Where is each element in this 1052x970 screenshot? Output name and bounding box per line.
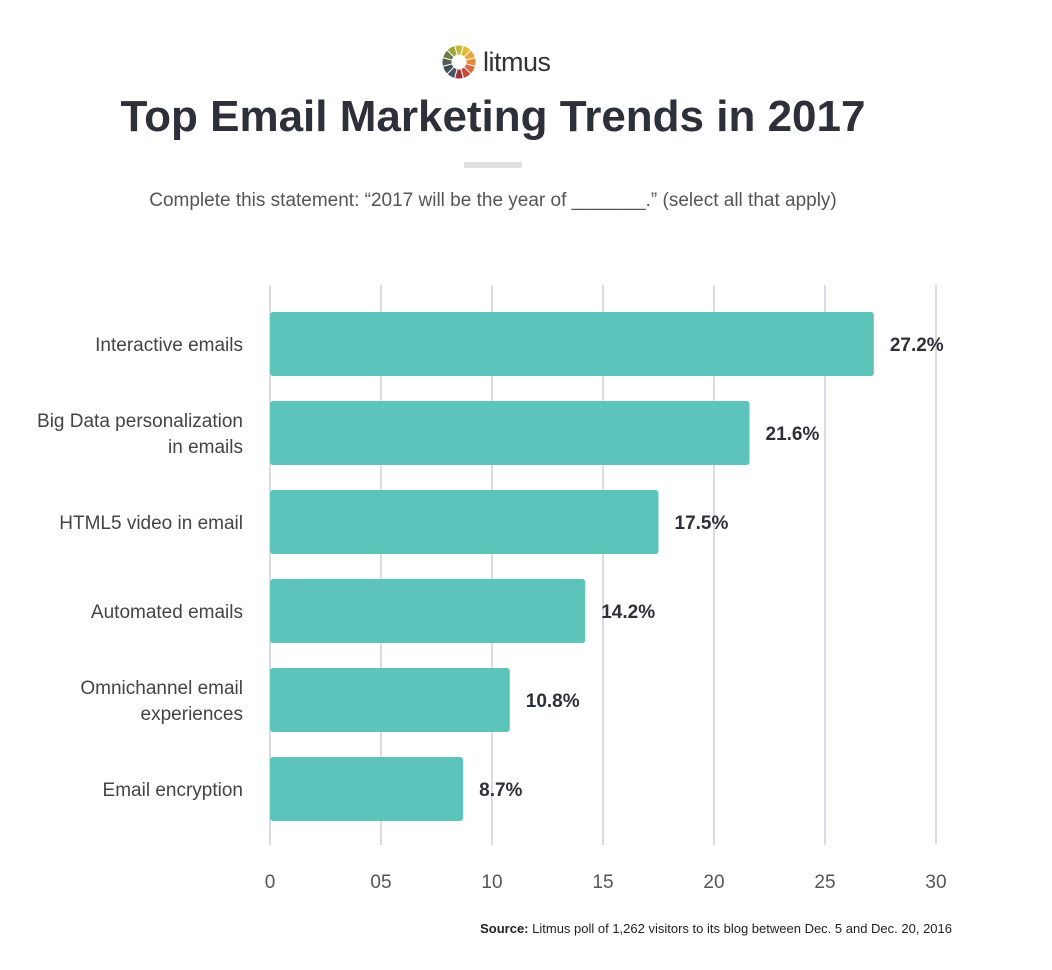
category-label-line: Automated emails <box>91 602 243 623</box>
category-label: HTML5 video in email <box>59 513 243 534</box>
bar <box>270 401 750 465</box>
litmus-logo: litmus <box>441 44 551 80</box>
source-label: Source: <box>480 921 529 936</box>
title-divider <box>464 162 522 168</box>
bar <box>270 490 659 554</box>
data-label: 8.7% <box>479 780 522 801</box>
bar <box>270 757 464 821</box>
category-label-line: HTML5 video in email <box>59 513 243 534</box>
x-tick-label: 0 <box>265 872 276 893</box>
x-tick-label: 05 <box>370 872 391 893</box>
category-label-line: Email encryption <box>103 780 243 801</box>
data-label: 17.5% <box>675 513 729 534</box>
x-tick-label: 30 <box>925 872 946 893</box>
category-label: Big Data personalization in emails <box>37 411 243 458</box>
logo-segment <box>446 44 458 58</box>
x-tick-label: 15 <box>592 872 613 893</box>
source-text: Litmus poll of 1,262 visitors to its blo… <box>532 921 952 936</box>
subtitle: Complete this statement: “2017 will be t… <box>149 190 837 211</box>
bar <box>270 579 586 643</box>
page-title: Top Email Marketing Trends in 2017 <box>120 92 866 141</box>
category-label: Automated emails <box>91 602 243 623</box>
data-label: 10.8% <box>526 691 580 712</box>
bar <box>270 668 510 732</box>
category-label-line: Omnichannel email <box>80 678 243 699</box>
category-label-line: in emails <box>168 437 243 458</box>
bar <box>270 312 874 376</box>
litmus-logo-icon <box>441 44 477 80</box>
data-label: 14.2% <box>601 602 655 623</box>
data-label: 27.2% <box>890 335 944 356</box>
x-tick-label: 25 <box>814 872 835 893</box>
category-label-line: experiences <box>141 704 243 725</box>
category-label: Interactive emails <box>95 335 243 356</box>
x-tick-label: 20 <box>703 872 724 893</box>
category-label-line: Interactive emails <box>95 335 243 356</box>
logo-text: litmus <box>483 46 551 77</box>
category-label: Omnichannel email experiences <box>80 678 243 725</box>
source-note: Source: Litmus poll of 1,262 visitors to… <box>480 921 952 936</box>
category-label-line: Big Data personalization <box>37 411 243 432</box>
category-label: Email encryption <box>103 780 243 801</box>
x-tick-label: 10 <box>481 872 502 893</box>
data-label: 21.6% <box>766 424 820 445</box>
